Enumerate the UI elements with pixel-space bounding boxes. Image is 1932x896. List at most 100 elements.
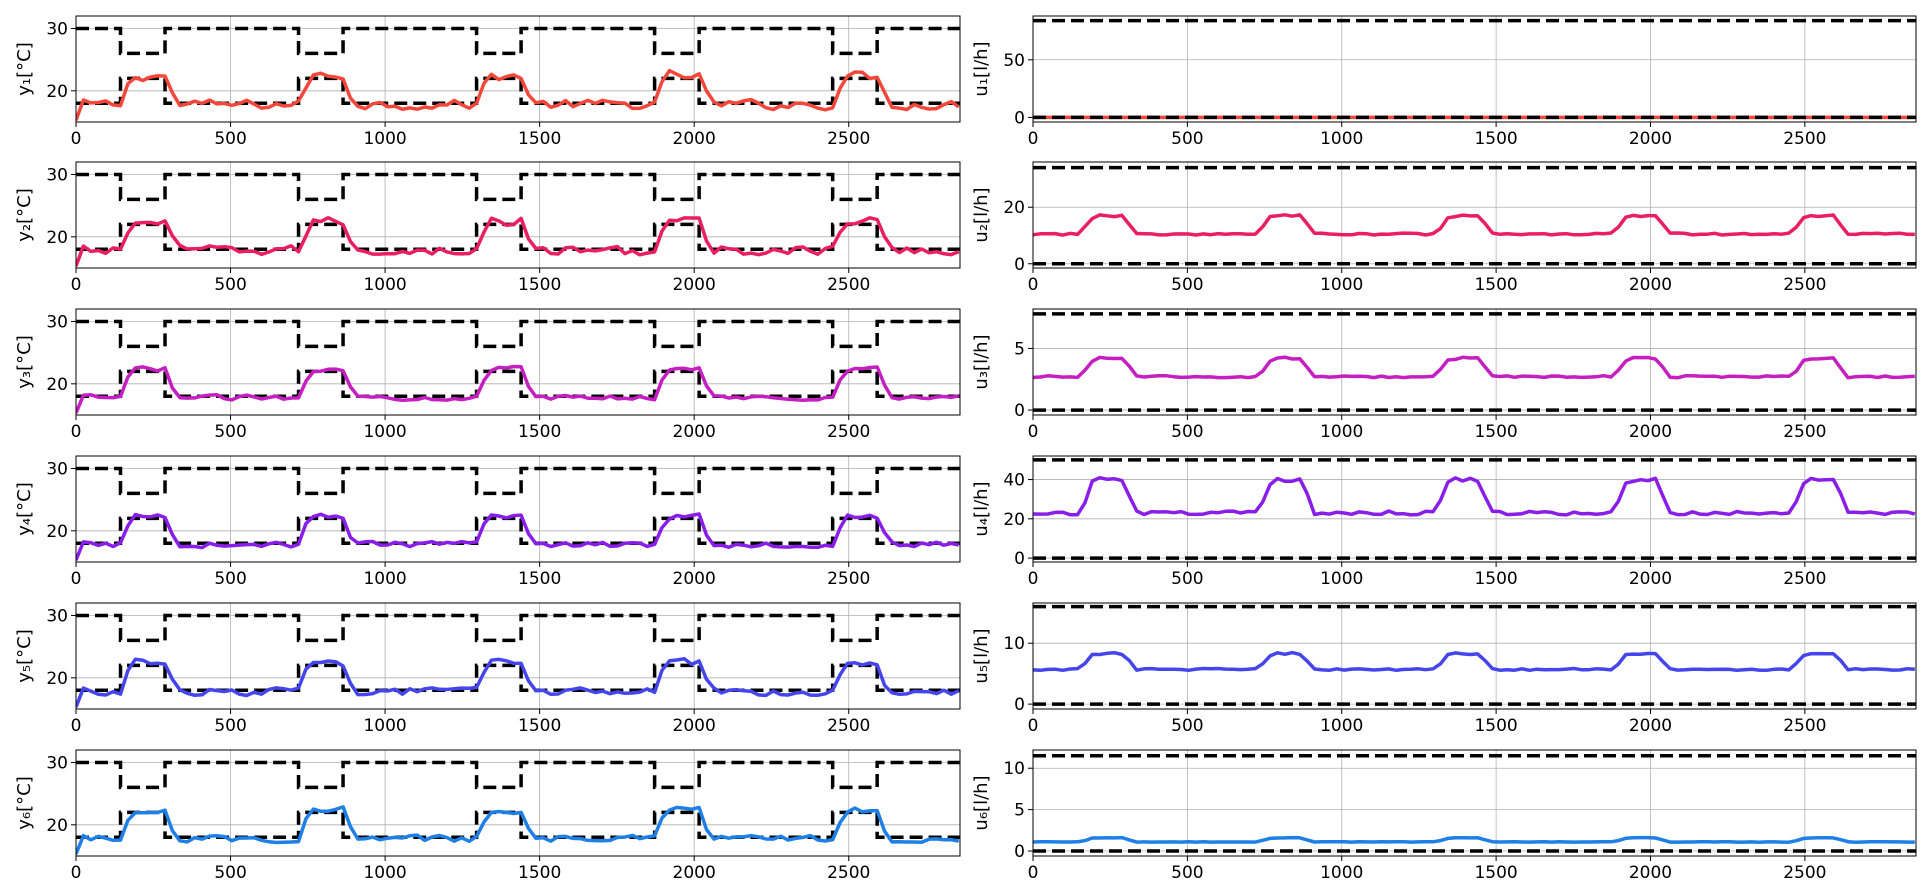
x-tick-label: 2000 xyxy=(673,275,716,295)
y-tick-label: 5 xyxy=(1014,801,1025,821)
x-tick-label: 1000 xyxy=(363,863,406,883)
x-tick-label: 1000 xyxy=(1320,422,1363,442)
x-tick-label: 2500 xyxy=(827,716,870,736)
x-tick-label: 0 xyxy=(71,129,82,149)
x-tick-label: 2500 xyxy=(1783,275,1826,295)
y-tick-label: 0 xyxy=(1014,695,1025,715)
y-axis-title: u₅[l/h] xyxy=(971,628,992,683)
y-tick-label: 0 xyxy=(1014,108,1025,128)
temperature-panel-5: 0 500 1000 1500 2000 2500 20 30 y₅[°C] xyxy=(14,602,961,736)
temperature-series-line xyxy=(76,68,960,121)
flow-panel-6: 0 500 1000 1500 2000 2500 0 5 10 u₆[l/h] xyxy=(971,749,1917,883)
x-tick-label: 1000 xyxy=(1320,569,1363,589)
temperature-panel-2: 0 500 1000 1500 2000 2500 20 30 y₂[°C] xyxy=(14,161,961,295)
x-tick-label: 500 xyxy=(214,129,246,149)
y-tick-label: 20 xyxy=(46,82,68,102)
x-tick-label: 2000 xyxy=(673,422,716,442)
plot-area xyxy=(1033,458,1916,560)
x-tick-label: 2500 xyxy=(827,422,870,442)
plot-area xyxy=(76,319,960,414)
x-tick-label: 2000 xyxy=(1629,129,1672,149)
plot-area xyxy=(76,26,960,121)
x-tick-label: 0 xyxy=(1028,422,1039,442)
flow-panel-2: 0 500 1000 1500 2000 2500 0 20 u₂[l/h] xyxy=(971,161,1917,295)
x-tick-label: 1500 xyxy=(1474,863,1517,883)
x-tick-label: 500 xyxy=(214,863,246,883)
axes-frame xyxy=(1032,455,1917,563)
plot-area xyxy=(1033,165,1916,266)
x-tick-label: 500 xyxy=(214,716,246,736)
x-tick-label: 2500 xyxy=(827,275,870,295)
y-tick-label: 0 xyxy=(1014,255,1025,275)
axes-frame xyxy=(75,161,961,269)
axes-frame xyxy=(1032,308,1917,416)
y-axis-title: y₄[°C] xyxy=(14,482,35,535)
temperature-panel-4: 0 500 1000 1500 2000 2500 20 30 y₄[°C] xyxy=(14,455,961,589)
y-tick-label: 20 xyxy=(46,816,68,836)
plot-area xyxy=(1033,754,1916,853)
axes-frame xyxy=(1032,161,1917,269)
x-tick-label: 500 xyxy=(1171,716,1203,736)
y-tick-label: 20 xyxy=(46,669,68,689)
y-axis-title: y₆[°C] xyxy=(14,776,35,829)
x-tick-label: 1000 xyxy=(363,129,406,149)
flow-series-line xyxy=(1033,835,1915,844)
axes-frame xyxy=(75,602,961,710)
x-tick-label: 0 xyxy=(71,422,82,442)
flow-panel-1: 0 500 1000 1500 2000 2500 0 50 u₁[l/h] xyxy=(971,15,1917,149)
y-axis-title: y₅[°C] xyxy=(14,629,35,682)
plot-area xyxy=(76,760,960,855)
temperature-panel-1: 0 500 1000 1500 2000 2500 20 30 y₁[°C] xyxy=(14,15,961,149)
y-axis-title: u₄[l/h] xyxy=(971,481,992,536)
x-tick-label: 1000 xyxy=(363,716,406,736)
x-tick-label: 0 xyxy=(1028,129,1039,149)
y-axis-title: u₃[l/h] xyxy=(971,334,992,389)
x-tick-label: 1500 xyxy=(1474,569,1517,589)
y-tick-label: 0 xyxy=(1014,401,1025,421)
upper-comfort-bound-line xyxy=(76,26,960,56)
temperature-series-line xyxy=(76,215,960,267)
plot-area xyxy=(1033,312,1916,412)
y-axis-title: u₂[l/h] xyxy=(971,187,992,242)
x-tick-label: 0 xyxy=(1028,716,1039,736)
plot-area xyxy=(76,613,960,708)
x-tick-label: 1000 xyxy=(1320,129,1363,149)
x-tick-label: 2000 xyxy=(1629,716,1672,736)
x-tick-label: 2000 xyxy=(673,716,716,736)
x-tick-label: 500 xyxy=(214,422,246,442)
flow-series-line xyxy=(1033,475,1916,517)
y-tick-label: 20 xyxy=(46,522,68,542)
flow-series-line xyxy=(1033,355,1915,380)
x-tick-label: 2000 xyxy=(673,863,716,883)
x-tick-label: 2500 xyxy=(827,129,870,149)
y-tick-label: 0 xyxy=(1014,549,1025,569)
y-tick-label: 30 xyxy=(46,753,68,773)
x-tick-label: 1500 xyxy=(518,716,561,736)
upper-comfort-bound-line xyxy=(76,760,960,790)
upper-comfort-bound-line xyxy=(76,613,960,643)
x-tick-label: 1000 xyxy=(1320,275,1363,295)
x-tick-label: 500 xyxy=(214,275,246,295)
upper-comfort-bound-line xyxy=(76,466,960,496)
x-tick-label: 0 xyxy=(1028,569,1039,589)
flow-series-line xyxy=(1033,213,1915,237)
temperature-series-line xyxy=(76,512,960,561)
y-tick-label: 30 xyxy=(46,459,68,479)
upper-comfort-bound-line xyxy=(76,319,960,349)
x-tick-label: 2500 xyxy=(1783,422,1826,442)
y-tick-label: 50 xyxy=(1003,51,1025,71)
axes-frame xyxy=(75,749,961,857)
flow-panel-4: 0 500 1000 1500 2000 2500 0 20 40 u₄[l/h] xyxy=(971,455,1917,589)
x-tick-label: 500 xyxy=(1171,129,1203,149)
temperature-panel-3: 0 500 1000 1500 2000 2500 20 30 y₃[°C] xyxy=(14,308,961,442)
y-tick-label: 30 xyxy=(46,312,68,332)
y-axis-title: u₁[l/h] xyxy=(971,41,992,96)
temperature-series-line xyxy=(76,656,960,708)
x-tick-label: 2000 xyxy=(673,569,716,589)
flow-panel-5: 0 500 1000 1500 2000 2500 0 10 u₅[l/h] xyxy=(971,602,1917,736)
y-axis-title: u₆[l/h] xyxy=(971,775,992,830)
x-tick-label: 500 xyxy=(1171,422,1203,442)
lower-comfort-bound-line xyxy=(76,516,960,546)
